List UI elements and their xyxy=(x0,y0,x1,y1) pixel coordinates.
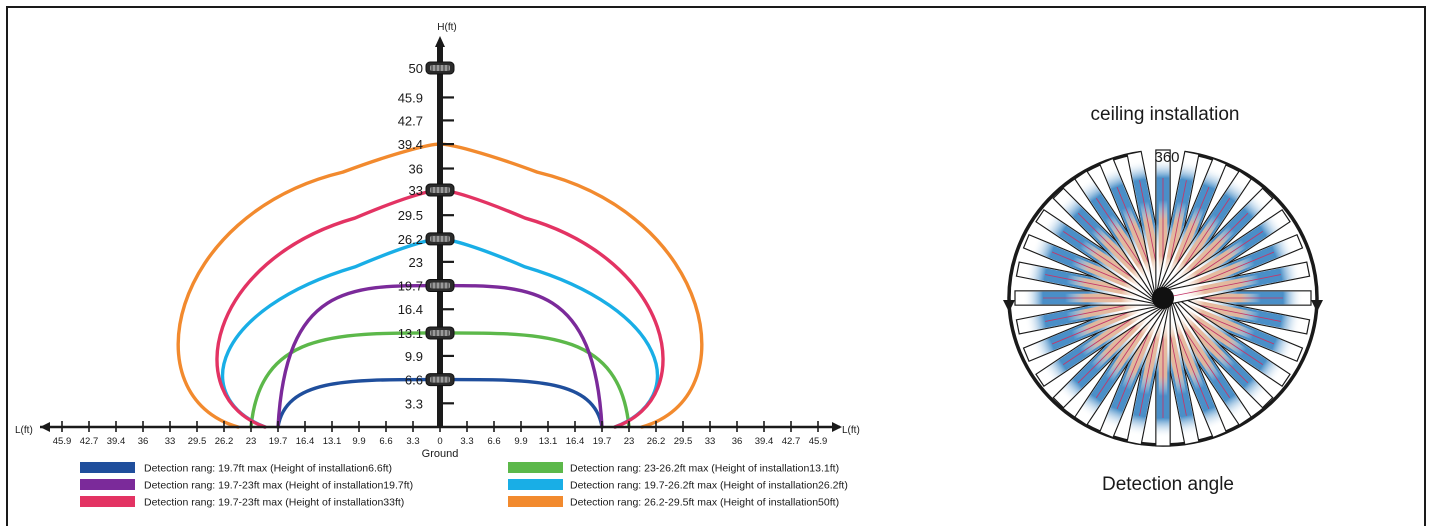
ground-label: Ground xyxy=(422,448,459,460)
distance-tick-label: 3.3 xyxy=(406,436,419,447)
angle-label: 360 xyxy=(1154,149,1179,166)
distance-tick-label: 9.9 xyxy=(352,436,365,447)
detection-angle-diagram: ceiling installation 360 Detection angle xyxy=(1003,104,1323,495)
legend-label: Detection rang: 19.7-23ft max (Height of… xyxy=(144,480,413,492)
detection-zone xyxy=(1162,293,1304,363)
distance-tick-label: 45.9 xyxy=(53,436,72,447)
distance-tick-label: 33 xyxy=(165,436,176,447)
distance-tick-label: 6.6 xyxy=(487,436,500,447)
distance-tick-label: 19.7 xyxy=(269,436,288,447)
legend-label: Detection rang: 19.7-26.2ft max (Height … xyxy=(570,480,848,492)
legend-swatch xyxy=(80,479,135,490)
legend-label: Detection rang: 23-26.2ft max (Height of… xyxy=(570,463,839,475)
ring-arrow-left xyxy=(1003,300,1015,312)
distance-tick-label: 42.7 xyxy=(80,436,99,447)
legend-swatch xyxy=(508,496,563,507)
distance-tick-label: 39.4 xyxy=(755,436,774,447)
h-axis-arrow xyxy=(435,36,445,47)
height-tick-label: 42.7 xyxy=(398,113,423,128)
range-chart: 50 45.9 42.7 39.4 36 33 29.5 26.2 23 19.7 16.4 13.1… xyxy=(15,22,860,509)
sensor-icon xyxy=(425,279,455,293)
distance-tick-label: 0 xyxy=(437,436,442,447)
h-axis-label: H(ft) xyxy=(437,22,456,33)
height-tick-label: 26.2 xyxy=(398,232,423,247)
height-ticks: 50 45.9 42.7 39.4 36 33 29.5 26.2 23 19.7 16.4 13.1… xyxy=(398,61,454,411)
distance-tick-label: 13.1 xyxy=(539,436,558,447)
distance-tick-label: 39.4 xyxy=(107,436,126,447)
l-axis-right-label: L(ft) xyxy=(842,425,860,436)
l-axis-left-label: L(ft) xyxy=(15,425,33,436)
distance-tick-label: 23 xyxy=(624,436,635,447)
distance-tick-label: 29.5 xyxy=(188,436,207,447)
distance-tick-label: 29.5 xyxy=(674,436,693,447)
figure-frame xyxy=(6,6,1426,526)
height-tick-label: 39.4 xyxy=(398,137,423,152)
height-tick-label: 50 xyxy=(409,61,423,76)
sensor-pattern xyxy=(1003,141,1323,447)
distance-tick-label: 42.7 xyxy=(782,436,801,447)
detection-zone xyxy=(1160,170,1252,299)
detection-zone xyxy=(1098,297,1168,439)
detection-zone xyxy=(1155,149,1171,298)
distance-tick-label: 36 xyxy=(732,436,743,447)
distance-tick-label: 6.6 xyxy=(379,436,392,447)
sensor-center xyxy=(1152,287,1174,309)
legend-label: Detection rang: 19.7ft max (Height of in… xyxy=(144,463,392,475)
distance-tick-label: 16.4 xyxy=(566,436,585,447)
sensor-icon xyxy=(425,373,455,387)
distance-tick-label: 33 xyxy=(705,436,716,447)
sensor-icon xyxy=(425,183,455,197)
sensors xyxy=(425,61,455,387)
detection-zone xyxy=(1158,157,1228,299)
height-tick-label: 45.9 xyxy=(398,90,423,105)
distance-tick-label: 19.7 xyxy=(593,436,612,447)
l-axis-right-arrow xyxy=(832,422,842,432)
legend-swatch xyxy=(80,496,135,507)
distance-tick-label: 3.3 xyxy=(460,436,473,447)
distance-ticks: 45.9 42.7 39.4 36 33 29.5 26.2 23 19.7 16.4 13.1 9.… xyxy=(53,421,828,447)
sensor-icon xyxy=(425,61,455,75)
distance-tick-label: 9.9 xyxy=(514,436,527,447)
height-tick-label: 36 xyxy=(409,162,423,177)
ring-arrow-right xyxy=(1311,300,1323,312)
l-axis-left-arrow xyxy=(40,422,50,432)
distance-tick-label: 13.1 xyxy=(323,436,342,447)
legend-swatch xyxy=(508,479,563,490)
height-tick-label: 23 xyxy=(409,255,423,270)
detection-zone xyxy=(1156,150,1200,299)
sensor-icon xyxy=(425,232,455,246)
legend-label: Detection rang: 19.7-23ft max (Height of… xyxy=(144,497,404,509)
distance-tick-label: 16.4 xyxy=(296,436,315,447)
detection-zone xyxy=(1074,297,1166,426)
detection-zone xyxy=(1015,261,1164,305)
detection-zone xyxy=(1035,209,1164,301)
sensor-icon xyxy=(425,326,455,340)
legend-swatch xyxy=(80,462,135,473)
distance-tick-label: 45.9 xyxy=(809,436,828,447)
height-tick-label: 33 xyxy=(409,183,423,198)
detection-zone xyxy=(1126,297,1170,446)
detection-angle-caption: Detection angle xyxy=(1102,474,1234,495)
distance-tick-label: 26.2 xyxy=(215,436,234,447)
height-tick-label: 29.5 xyxy=(398,208,423,223)
detection-zone xyxy=(1162,295,1291,387)
height-tick-label: 3.3 xyxy=(405,396,423,411)
distance-tick-label: 36 xyxy=(138,436,149,447)
height-tick-label: 9.9 xyxy=(405,349,423,364)
distance-tick-label: 23 xyxy=(246,436,257,447)
height-tick-label: 13.1 xyxy=(398,326,423,341)
height-tick-label: 6.6 xyxy=(405,373,423,388)
ceiling-installation-title: ceiling installation xyxy=(1091,104,1240,125)
detection-zone xyxy=(1022,233,1164,303)
height-tick-label: 19.7 xyxy=(398,279,423,294)
distance-tick-label: 26.2 xyxy=(647,436,666,447)
legend: Detection rang: 19.7ft max (Height of in… xyxy=(80,462,848,509)
height-tick-label: 16.4 xyxy=(398,302,423,317)
legend-label: Detection rang: 26.2-29.5ft max (Height … xyxy=(570,497,839,509)
legend-swatch xyxy=(508,462,563,473)
